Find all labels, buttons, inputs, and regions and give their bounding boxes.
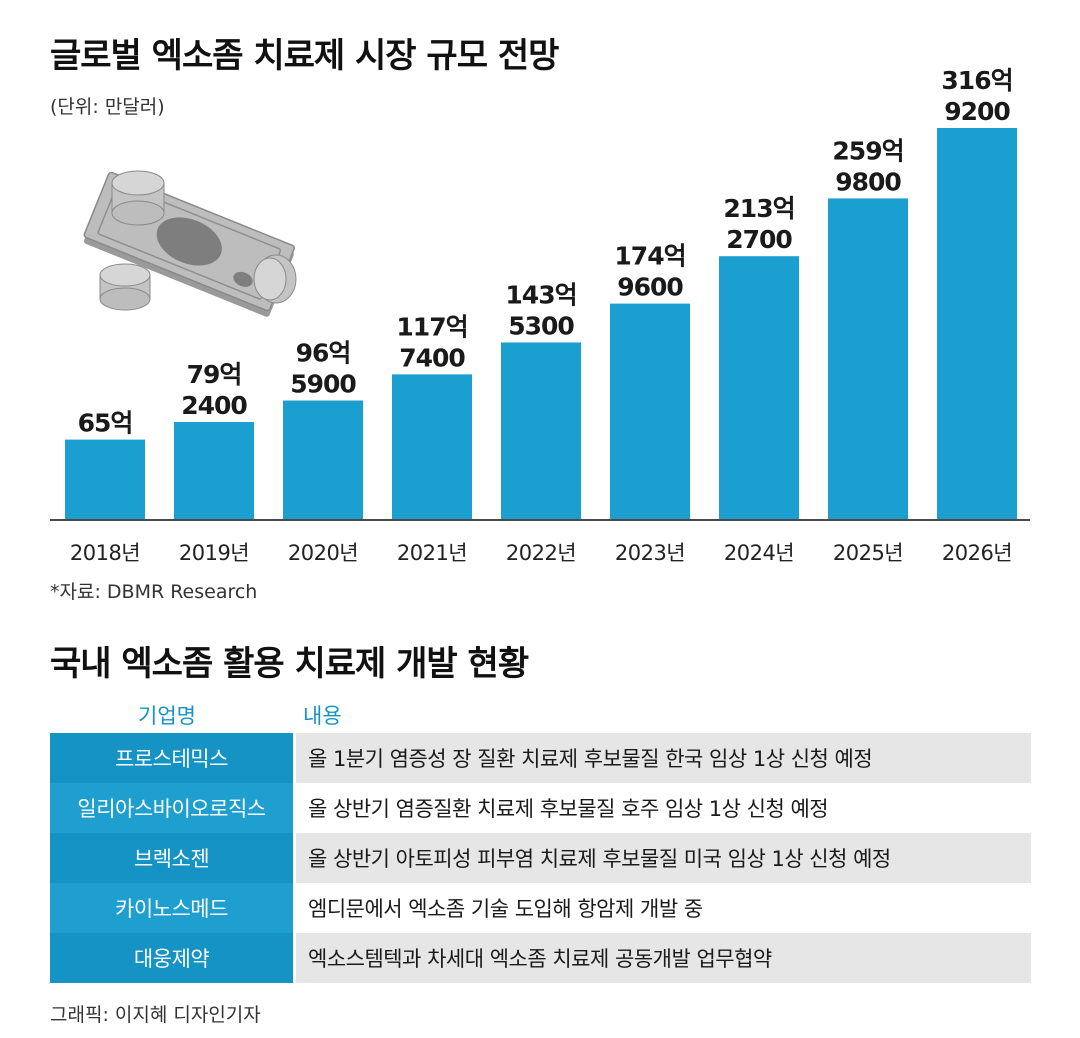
table-row: 브렉소젠 올 상반기 아토피성 피부염 치료제 후보물질 미국 임상 1상 신청…: [50, 833, 1031, 883]
data-label: 5900: [290, 370, 356, 399]
column-header-company: 기업명: [138, 704, 196, 728]
x-tick-label: 2024년: [724, 541, 794, 565]
company-cell: 브렉소젠: [50, 833, 293, 883]
table-row: 카이노스메드 엠디문에서 엑소좀 기술 도입해 항암제 개발 중: [50, 883, 1031, 933]
x-tick-label: 2018년: [70, 541, 140, 565]
table-row: 일리아스바이오로직스 올 상반기 염증질환 치료제 후보물질 호주 임상 1상 …: [50, 783, 1031, 833]
x-tick-label: 2021년: [397, 541, 467, 565]
bar: [828, 198, 908, 520]
data-label: 9600: [617, 273, 683, 302]
x-tick-label: 2026년: [942, 541, 1012, 565]
x-tick-label: 2025년: [833, 541, 903, 565]
x-tick-label: 2022년: [506, 541, 576, 565]
table-row: 프로스테믹스 올 1분기 염증성 장 질환 치료제 후보물질 한국 임상 1상 …: [50, 733, 1031, 783]
money-stack-icon: [83, 170, 297, 317]
data-label: 174억: [614, 242, 685, 271]
x-tick-label: 2023년: [615, 541, 685, 565]
bar: [501, 342, 581, 520]
bar: [283, 400, 363, 520]
content-cell: 엠디문에서 엑소좀 기술 도입해 항암제 개발 중: [293, 883, 1031, 933]
data-label: 117억: [396, 312, 467, 341]
source-note: *자료: DBMR Research: [50, 581, 258, 603]
x-tick-label: 2020년: [288, 541, 358, 565]
data-label: 259억: [832, 136, 903, 165]
bar: [719, 256, 799, 520]
x-tick-label: 2019년: [179, 541, 249, 565]
content-cell: 올 상반기 아토피성 피부염 치료제 후보물질 미국 임상 1상 신청 예정: [293, 833, 1031, 883]
data-label: 5300: [508, 311, 574, 340]
bar: [610, 303, 690, 520]
data-label: 65억: [78, 409, 133, 438]
content-cell: 올 상반기 염증질환 치료제 후보물질 호주 임상 1상 신청 예정: [293, 783, 1031, 833]
data-label: 7400: [399, 343, 465, 372]
content-cell: 엑소스템텍과 차세대 엑소좀 치료제 공동개발 업무협약: [293, 933, 1031, 983]
data-label: 2400: [181, 391, 247, 420]
data-label: 9800: [835, 167, 901, 196]
data-label: 143억: [505, 280, 576, 309]
data-label: 79억: [187, 360, 242, 389]
data-label: 316억: [941, 66, 1012, 95]
table-row: 대웅제약 엑소스템텍과 차세대 엑소좀 치료제 공동개발 업무협약: [50, 933, 1031, 983]
company-cell: 프로스테믹스: [50, 733, 293, 783]
company-cell: 대웅제약: [50, 933, 293, 983]
bar: [392, 374, 472, 520]
company-cell: 카이노스메드: [50, 883, 293, 933]
graphic-credit: 그래픽: 이지혜 디자인기자: [50, 1004, 261, 1026]
column-header-content: 내용: [303, 704, 342, 728]
table-title: 국내 엑소좀 활용 치료제 개발 현황: [50, 644, 529, 684]
development-table: 프로스테믹스 올 1분기 염증성 장 질환 치료제 후보물질 한국 임상 1상 …: [50, 733, 1031, 983]
chart-title: 글로벌 엑소좀 치료제 시장 규모 전망: [50, 36, 559, 76]
data-label: 2700: [726, 225, 792, 254]
company-cell: 일리아스바이오로직스: [50, 783, 293, 833]
data-label: 9200: [944, 97, 1010, 126]
bar: [174, 421, 254, 520]
data-label: 96억: [296, 339, 351, 368]
bar: [937, 128, 1017, 520]
content-cell: 올 1분기 염증성 장 질환 치료제 후보물질 한국 임상 1상 신청 예정: [293, 733, 1031, 783]
unit-note: (단위: 만달러): [50, 96, 165, 118]
bar: [65, 439, 145, 520]
data-label: 213억: [723, 194, 794, 223]
